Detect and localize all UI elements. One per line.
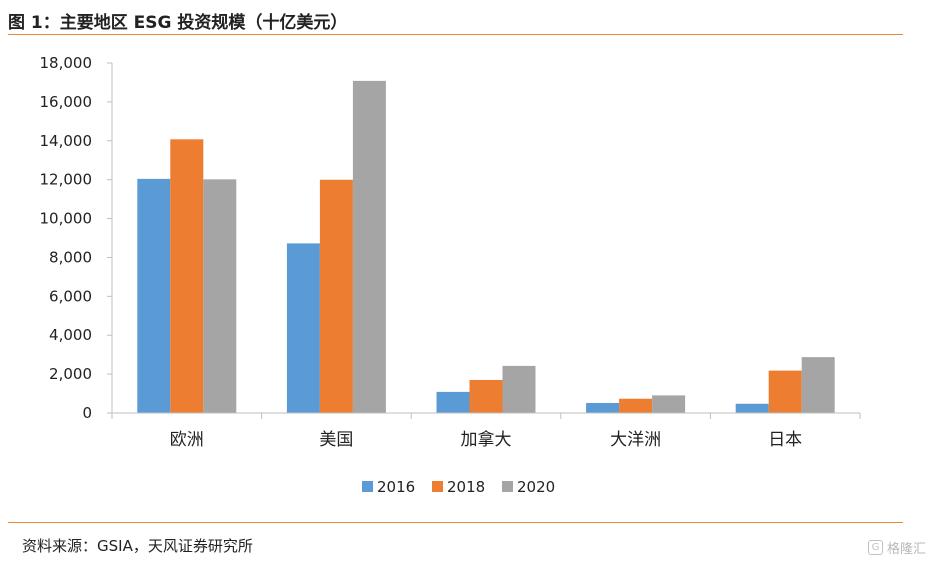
bar-2018: [170, 139, 204, 413]
y-tick-label: 6,000: [49, 287, 92, 305]
legend-label: 2016: [377, 478, 415, 496]
bar-chart: 0 2,000 4,000 6,000 8,000 10,000 12,000 14,000 1…: [40, 54, 861, 496]
legend: 2016 2018 2020: [362, 478, 555, 496]
bars: [137, 80, 835, 413]
page-title: 图 1：主要地区 ESG 投资规模（十亿美元）: [8, 13, 348, 33]
bar-2020: [652, 395, 686, 413]
bar-2020: [203, 179, 237, 413]
y-tick-label: 16,000: [40, 93, 93, 111]
x-tick-label: 大洋洲: [610, 430, 661, 450]
legend-swatch: [502, 481, 513, 492]
x-tick-label: 日本: [768, 430, 802, 450]
y-tick-label: 14,000: [40, 132, 93, 150]
legend-swatch: [432, 481, 443, 492]
bar-2018: [319, 179, 353, 413]
y-tick-label: 18,000: [40, 54, 93, 72]
source-divider: [8, 522, 903, 523]
legend-label: 2020: [517, 478, 555, 496]
bar-2018: [619, 398, 653, 413]
bar-2020: [352, 80, 386, 413]
bar-2020: [801, 357, 835, 413]
watermark-text: 格隆汇: [886, 542, 926, 557]
y-axis: 0 2,000 4,000 6,000 8,000 10,000 12,000 14,000 1…: [40, 54, 113, 422]
bar-2016: [436, 391, 470, 413]
x-tick-label: 加拿大: [461, 429, 512, 450]
legend-swatch: [362, 481, 373, 492]
bar-2016: [286, 243, 320, 413]
legend-item: 2018: [432, 478, 485, 496]
source-note: 资料来源：GSIA，天风证券研究所: [22, 537, 253, 555]
watermark: G 格隆汇: [867, 538, 926, 557]
x-tick-label: 美国: [319, 430, 353, 450]
legend-item: 2020: [502, 478, 555, 496]
legend-item: 2016: [362, 478, 415, 496]
title-divider: [8, 34, 903, 35]
y-tick-label: 8,000: [49, 248, 92, 266]
x-tick-label: 欧洲: [170, 430, 204, 450]
y-tick-label: 12,000: [40, 171, 93, 189]
y-tick-label: 4,000: [49, 326, 92, 344]
bar-2016: [735, 403, 769, 413]
y-tick-label: 10,000: [40, 210, 93, 228]
bar-2020: [502, 365, 536, 413]
y-tick-label: 0: [82, 404, 92, 422]
x-axis: 欧洲 美国 加拿大 大洋洲 日本: [111, 412, 861, 450]
watermark-logo-icon: G: [867, 540, 883, 555]
legend-label: 2018: [447, 478, 485, 496]
bar-2016: [137, 178, 171, 413]
bar-2018: [469, 379, 503, 413]
bar-2016: [586, 402, 620, 413]
y-tick-label: 2,000: [49, 365, 92, 383]
bar-2018: [768, 370, 802, 413]
